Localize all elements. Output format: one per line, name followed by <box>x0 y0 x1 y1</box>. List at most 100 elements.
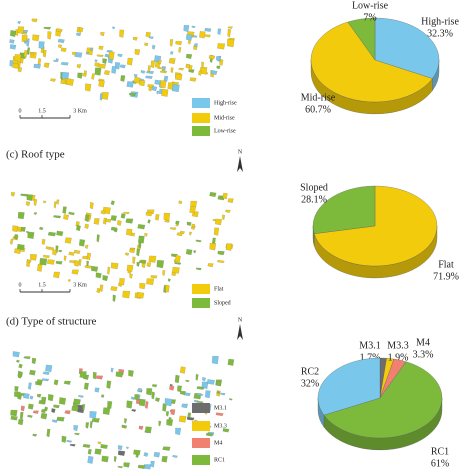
parcel <box>100 210 106 215</box>
parcel <box>204 28 212 32</box>
parcel <box>122 290 131 299</box>
parcel <box>71 406 79 412</box>
parcel <box>14 234 19 240</box>
parcel <box>111 262 119 270</box>
parcel <box>175 40 183 46</box>
parcel <box>78 27 84 32</box>
parcel <box>119 64 126 69</box>
parcel <box>156 90 160 95</box>
parcel <box>145 32 151 38</box>
parcel <box>170 51 174 55</box>
parcel <box>91 418 100 423</box>
parcel <box>99 93 103 101</box>
parcel <box>43 26 51 30</box>
parcel <box>20 227 26 232</box>
parcel <box>119 29 125 38</box>
parcel <box>164 398 173 406</box>
parcel <box>18 419 24 426</box>
parcel <box>134 49 141 56</box>
parcel <box>40 412 48 420</box>
parcel <box>29 395 34 400</box>
parcel <box>23 50 28 58</box>
parcel <box>215 412 224 416</box>
parcel <box>26 194 33 201</box>
parcel <box>66 78 74 86</box>
parcel <box>33 63 41 69</box>
parcel <box>178 67 184 71</box>
parcel <box>171 84 180 92</box>
parcel <box>47 31 52 40</box>
parcel <box>12 351 20 358</box>
parcel <box>126 446 129 450</box>
parcel <box>170 227 177 231</box>
parcel <box>197 400 204 404</box>
parcel <box>84 70 88 75</box>
parcel <box>10 30 17 37</box>
parcel <box>63 214 69 220</box>
parcel <box>136 291 145 299</box>
parcel <box>17 212 25 220</box>
parcel <box>46 428 51 438</box>
parcel <box>10 415 18 421</box>
parcel <box>38 400 45 405</box>
parcel <box>27 403 34 410</box>
pie-value-label: 32% <box>301 378 319 389</box>
parcel <box>23 40 28 44</box>
parcel <box>32 34 40 42</box>
parcel <box>227 358 235 366</box>
parcel <box>48 394 54 402</box>
parcel <box>105 218 112 223</box>
parcel <box>91 265 99 272</box>
parcel <box>175 427 181 435</box>
parcel <box>93 218 100 225</box>
parcel <box>188 65 193 71</box>
legend-swatch <box>192 113 210 123</box>
parcel <box>216 56 221 62</box>
parcel <box>17 66 23 73</box>
parcel <box>56 416 65 422</box>
parcel <box>47 259 55 265</box>
parcel <box>217 43 225 50</box>
parcel <box>27 47 30 56</box>
parcel <box>180 230 185 235</box>
parcel <box>91 73 95 80</box>
parcel <box>85 422 89 429</box>
parcel <box>112 294 116 302</box>
parcel <box>158 420 162 427</box>
parcel <box>82 403 86 411</box>
parcel <box>219 58 224 66</box>
parcel <box>146 278 155 285</box>
parcel <box>227 39 235 48</box>
parcel <box>39 258 48 266</box>
parcel <box>53 379 59 386</box>
parcel <box>150 60 155 69</box>
parcel <box>39 226 44 231</box>
parcel <box>74 249 81 254</box>
parcel <box>211 70 218 75</box>
parcel <box>150 275 158 279</box>
parcel <box>126 81 134 88</box>
parcel <box>119 278 125 286</box>
parcel <box>193 43 198 48</box>
parcel <box>146 262 152 268</box>
parcel <box>215 218 222 226</box>
parcel <box>42 200 47 204</box>
scale-label: 1.5 <box>38 282 46 288</box>
parcel <box>102 58 108 64</box>
parcel <box>26 260 32 263</box>
parcel <box>110 200 115 206</box>
parcel <box>84 382 89 390</box>
parcel <box>56 28 63 33</box>
parcel <box>227 29 231 38</box>
parcel <box>169 385 175 391</box>
parcel <box>55 58 59 63</box>
panel-title: (c) Roof type <box>6 149 65 161</box>
parcel <box>193 250 197 254</box>
parcel <box>128 369 134 377</box>
parcel <box>110 286 118 292</box>
parcel <box>172 455 178 458</box>
parcel <box>14 54 22 62</box>
parcel <box>27 231 35 239</box>
parcel <box>156 260 164 269</box>
pie-value-label: 1.7% <box>360 352 381 363</box>
